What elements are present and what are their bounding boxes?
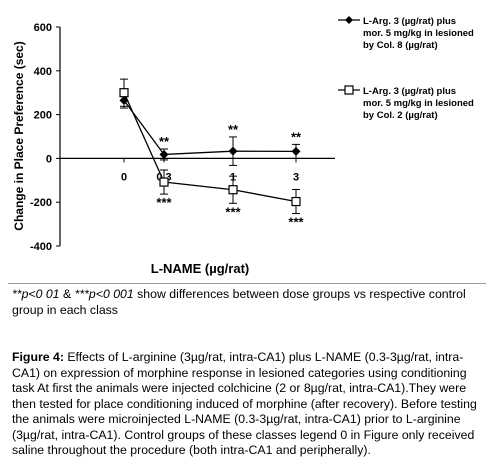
figure-label: Figure 4:	[12, 350, 64, 364]
y-tick-label: 600	[34, 22, 52, 34]
legend-label: by Col. 2 (µg/rat)	[363, 110, 438, 121]
significance-label: ***	[156, 195, 172, 210]
figure-caption: Figure 4: Effects of L-arginine (3µg/rat…	[12, 350, 484, 459]
y-tick-label: 200	[34, 110, 52, 122]
sig-note-rest: show differences between dose groups vs …	[12, 287, 466, 317]
series-line	[123, 92, 297, 203]
significance-label: **	[228, 122, 239, 137]
legend-marker-square	[344, 85, 354, 95]
y-tick-label: 400	[34, 66, 52, 78]
significance-label: ***	[288, 215, 304, 230]
data-point-square	[119, 88, 129, 98]
divider	[8, 283, 486, 284]
sig-note-p1: **p<0 01	[12, 287, 60, 301]
legend-label: by Col. 8 (µg/rat)	[363, 40, 438, 51]
legend-label: mor. 5 mg/kg in lesioned	[363, 28, 474, 39]
data-point-square	[228, 185, 238, 195]
data-point-square	[159, 177, 169, 187]
x-tick-label: 0	[121, 171, 127, 183]
series-line	[123, 99, 297, 156]
legend-label: L-Arg. 3 (µg/rat) plus	[363, 16, 456, 27]
sig-note-amp: &	[59, 287, 75, 301]
significance-note: **p<0 01 & ***p<0 001 show differences b…	[12, 287, 484, 318]
series-1: ** ** **	[119, 92, 302, 166]
significance-label: ***	[225, 204, 241, 219]
significance-label: **	[291, 129, 302, 144]
y-axis-title: Change in Place Preference (sec)	[12, 41, 26, 230]
series-2: *********	[119, 78, 305, 230]
y-tick-label: 0	[46, 153, 52, 165]
data-point-diamond	[159, 149, 169, 159]
data-point-diamond	[291, 146, 301, 156]
legend-label: L-Arg. 3 (µg/rat) plus	[363, 86, 456, 97]
legend-marker-diamond	[345, 16, 353, 24]
chart-series: **** ***********	[119, 78, 305, 230]
data-point-diamond	[228, 146, 238, 156]
significance-label: **	[159, 134, 170, 149]
sig-note-p2: ***p<0 001	[74, 287, 134, 301]
data-point-square	[291, 196, 301, 207]
x-axis-title: L-NAME (µg/rat)	[151, 261, 249, 276]
figure-caption-text: Effects of L-arginine (3µg/rat, intra-CA…	[12, 350, 477, 457]
y-tick-label: -400	[30, 241, 52, 253]
y-tick-label: -200	[30, 197, 52, 209]
x-tick-label: 3	[293, 171, 299, 183]
legend-label: mor. 5 mg/kg in lesioned	[363, 98, 474, 109]
